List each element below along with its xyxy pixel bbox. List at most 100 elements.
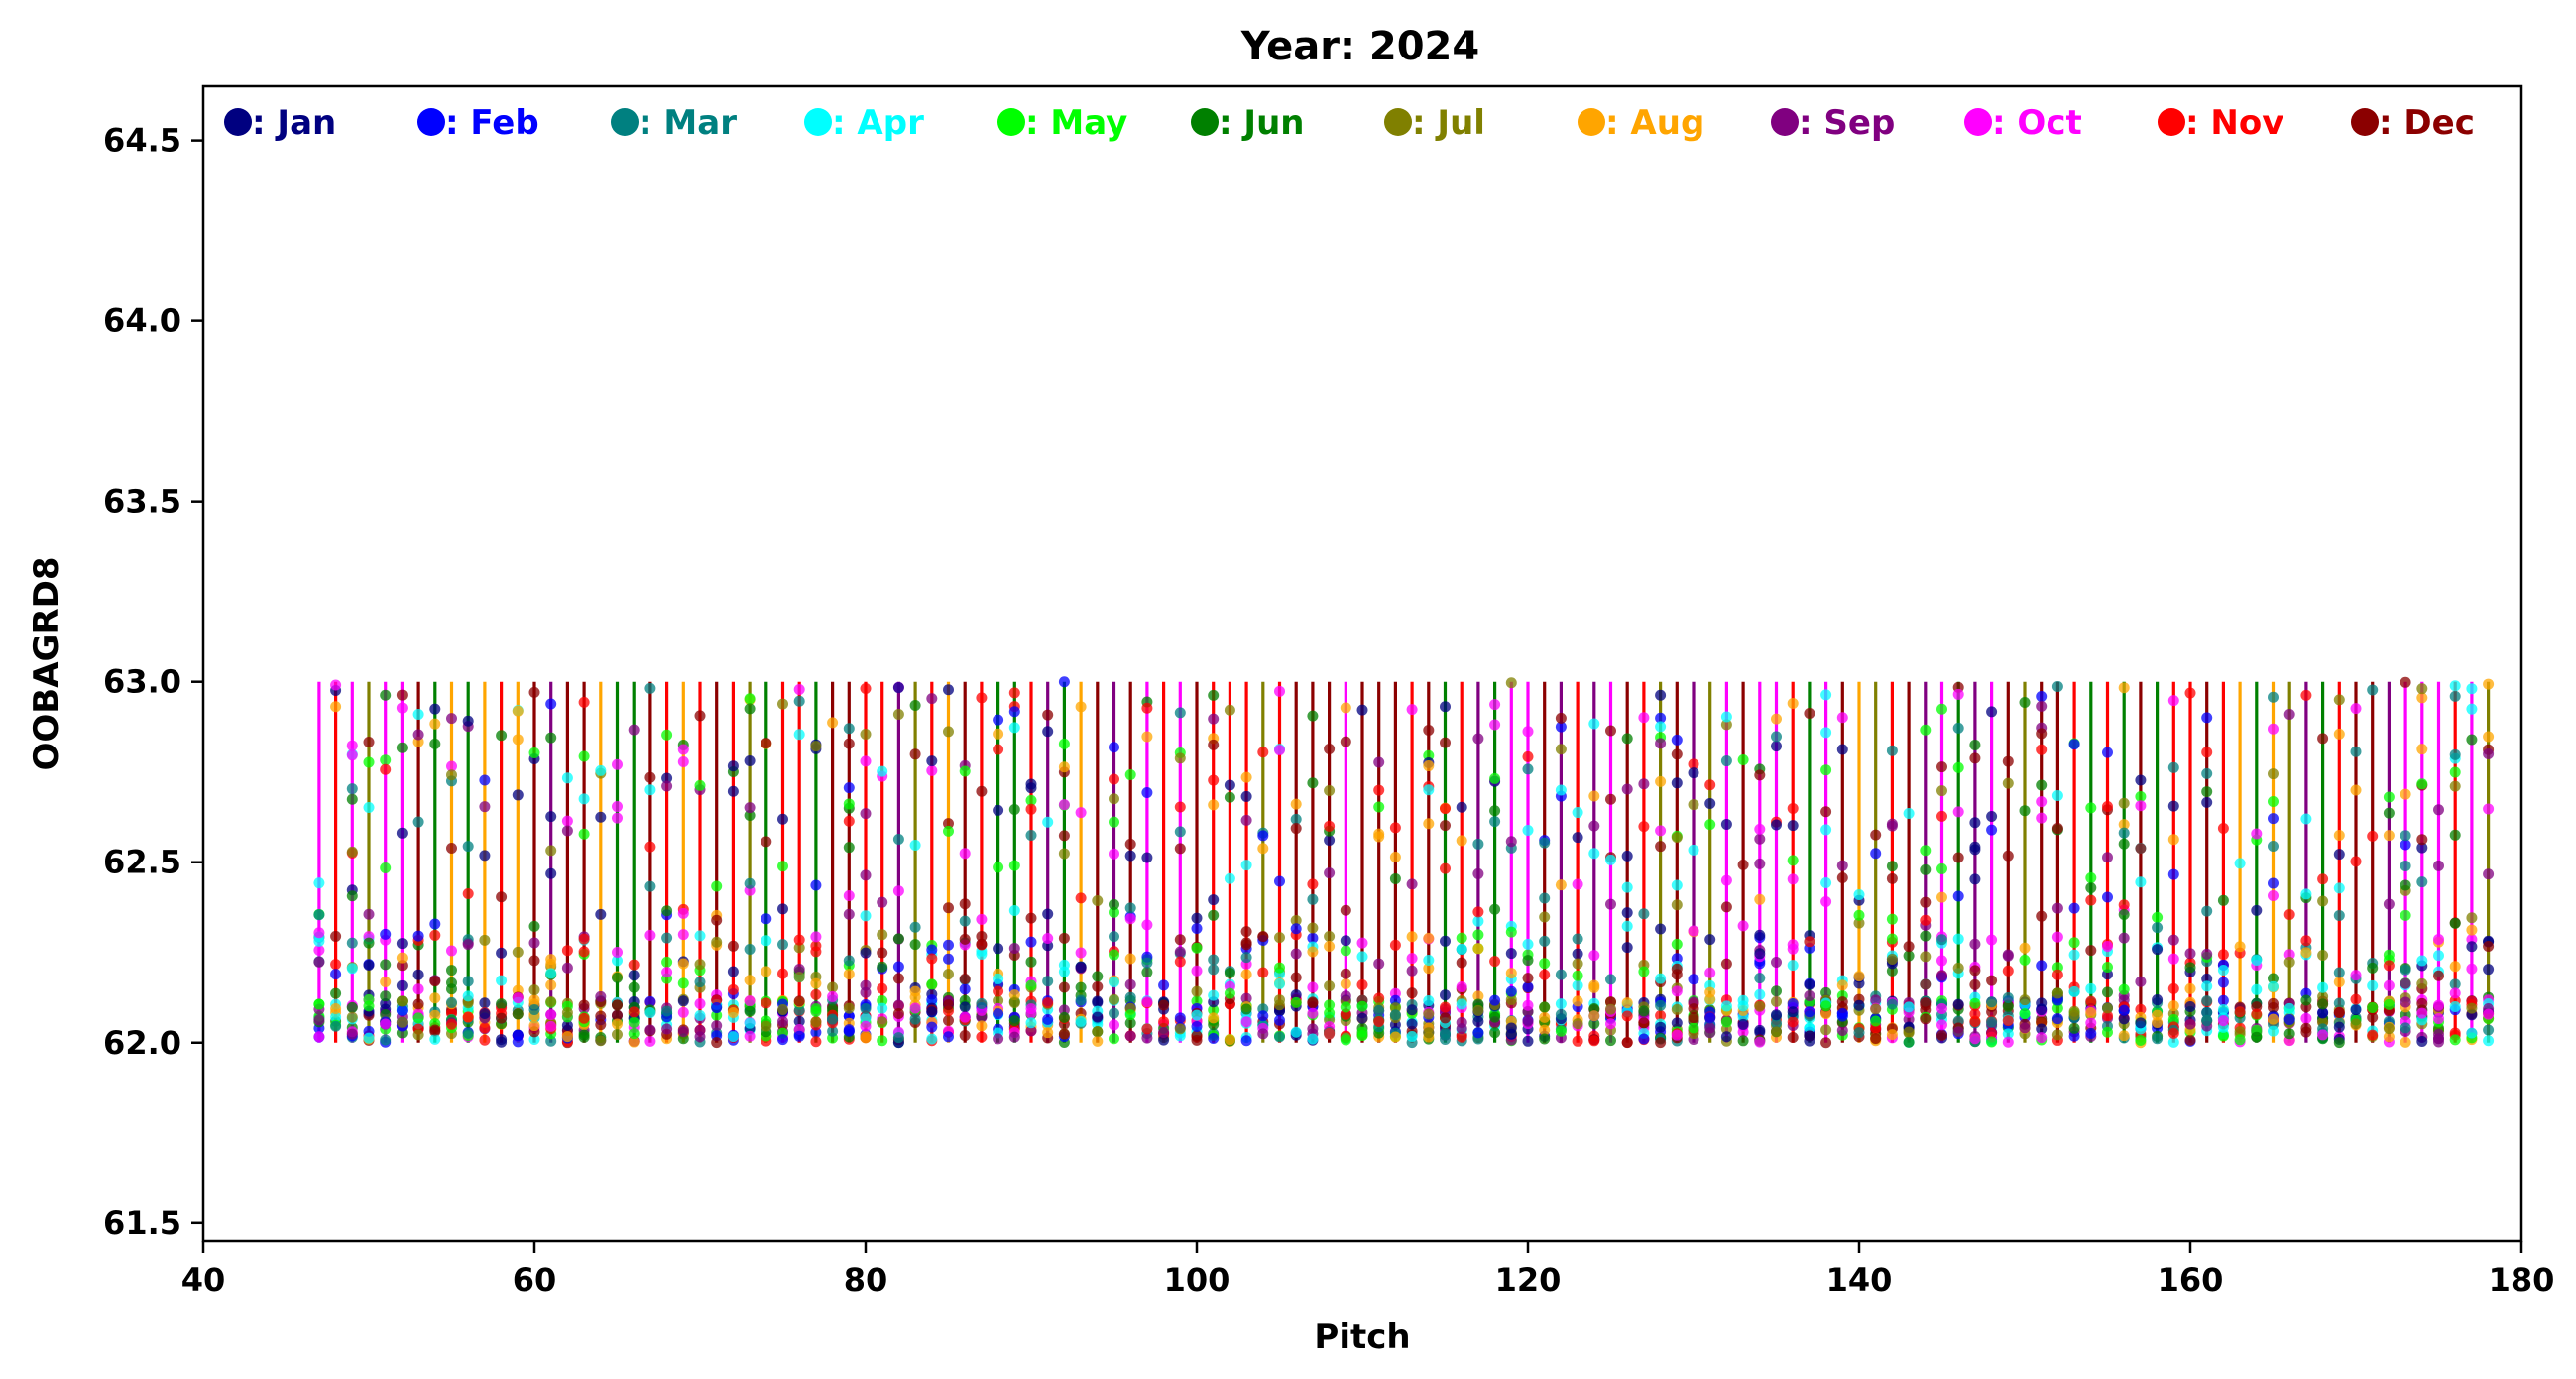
legend-marker bbox=[1771, 108, 1799, 136]
data-point bbox=[2051, 1029, 2063, 1041]
data-point bbox=[1936, 785, 1947, 797]
data-point bbox=[2085, 882, 2097, 894]
data-point bbox=[1655, 1037, 1667, 1049]
data-point bbox=[976, 997, 988, 1009]
data-point bbox=[744, 944, 756, 956]
data-point bbox=[1605, 974, 1616, 985]
data-point bbox=[1952, 722, 1964, 734]
data-point bbox=[1307, 996, 1319, 1008]
data-point bbox=[2102, 891, 2113, 903]
data-point bbox=[1572, 1018, 1583, 1030]
data-point bbox=[628, 959, 640, 971]
data-point bbox=[1505, 994, 1517, 1006]
data-point bbox=[2002, 1015, 2014, 1027]
data-point bbox=[330, 1020, 342, 1032]
data-point bbox=[462, 715, 474, 727]
legend-label: : Jun bbox=[1219, 103, 1305, 143]
data-point bbox=[2002, 950, 2014, 962]
data-point bbox=[993, 1033, 1004, 1045]
data-point bbox=[1406, 704, 1418, 716]
data-point bbox=[2036, 1032, 2048, 1044]
data-point bbox=[2102, 747, 2113, 758]
data-point bbox=[1042, 816, 1054, 828]
data-point bbox=[1075, 962, 1087, 974]
x-tick-label: 40 bbox=[181, 1261, 226, 1299]
data-point bbox=[1853, 971, 1865, 982]
data-point bbox=[1472, 929, 1484, 941]
legend-marker bbox=[997, 108, 1025, 136]
data-point bbox=[2317, 895, 2329, 907]
data-point bbox=[2416, 683, 2428, 695]
x-tick-label: 160 bbox=[2158, 1261, 2224, 1299]
data-point bbox=[1307, 1033, 1319, 1045]
data-point bbox=[843, 955, 855, 967]
data-point bbox=[2234, 1026, 2246, 1038]
data-point bbox=[644, 1035, 656, 1047]
data-point bbox=[1986, 706, 1998, 718]
data-point bbox=[1655, 721, 1667, 733]
data-point bbox=[412, 729, 424, 741]
data-point bbox=[1324, 941, 1336, 953]
data-point bbox=[545, 979, 557, 991]
data-point bbox=[612, 955, 623, 967]
data-point bbox=[2367, 1001, 2379, 1013]
data-point bbox=[1638, 1005, 1650, 1017]
data-point bbox=[1025, 936, 1037, 948]
data-point bbox=[661, 956, 673, 968]
data-point bbox=[793, 729, 805, 741]
data-point bbox=[943, 684, 954, 696]
data-point bbox=[2300, 888, 2312, 900]
data-point bbox=[1505, 948, 1517, 960]
data-point bbox=[926, 764, 938, 776]
data-point bbox=[396, 952, 408, 964]
data-point bbox=[363, 1000, 375, 1012]
data-point bbox=[711, 914, 723, 926]
data-point bbox=[2201, 747, 2213, 758]
data-point bbox=[727, 1006, 739, 1018]
data-point bbox=[976, 931, 988, 943]
data-point bbox=[346, 846, 358, 858]
data-point bbox=[959, 983, 971, 995]
data-point bbox=[545, 968, 557, 979]
data-point bbox=[313, 1031, 325, 1043]
data-point bbox=[892, 1032, 904, 1044]
data-point bbox=[1539, 969, 1551, 980]
data-point bbox=[1605, 898, 1616, 910]
data-point bbox=[1754, 823, 1766, 835]
data-point bbox=[545, 698, 557, 710]
data-point bbox=[860, 683, 872, 695]
data-point bbox=[1621, 942, 1633, 954]
data-point bbox=[2085, 1017, 2097, 1029]
data-point bbox=[1969, 817, 1981, 829]
data-point bbox=[2019, 994, 2031, 1006]
data-point bbox=[1440, 737, 1451, 748]
data-point bbox=[711, 1037, 723, 1049]
data-point bbox=[1025, 1025, 1037, 1037]
data-point bbox=[2367, 1029, 2379, 1041]
data-point bbox=[926, 693, 938, 705]
data-point bbox=[2466, 963, 2478, 975]
data-point bbox=[2051, 931, 2063, 943]
data-point bbox=[1588, 1035, 1600, 1047]
data-point bbox=[1008, 1015, 1020, 1027]
data-point bbox=[727, 785, 739, 797]
data-point bbox=[793, 972, 805, 983]
data-point bbox=[1191, 995, 1203, 1007]
data-point bbox=[2135, 774, 2147, 786]
data-point bbox=[545, 845, 557, 857]
data-point bbox=[1522, 973, 1534, 984]
data-point bbox=[2068, 1009, 2080, 1021]
data-point bbox=[1539, 837, 1551, 849]
data-point bbox=[1787, 873, 1799, 885]
data-point bbox=[595, 908, 607, 920]
legend-marker bbox=[1578, 108, 1605, 136]
data-point bbox=[1555, 1008, 1567, 1020]
data-point bbox=[446, 965, 457, 977]
data-point bbox=[744, 975, 756, 986]
data-point bbox=[2433, 933, 2444, 945]
data-point bbox=[2449, 978, 2461, 990]
data-point bbox=[1671, 1029, 1683, 1041]
data-point bbox=[1058, 830, 1070, 842]
data-point bbox=[2466, 703, 2478, 715]
